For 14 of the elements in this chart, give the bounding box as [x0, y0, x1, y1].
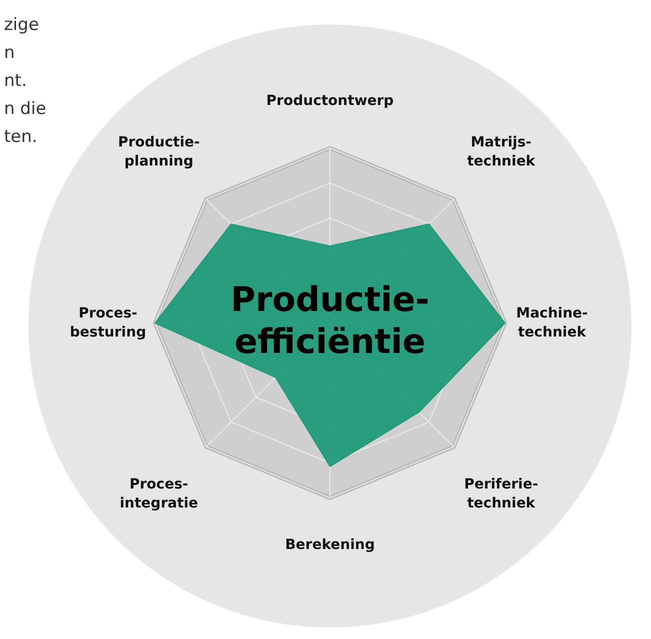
text: n die: [4, 99, 46, 119]
spoke-label: Productontwerp: [266, 92, 394, 109]
spoke-label: Berekening: [285, 536, 375, 553]
spoke-label: Productie- planning: [118, 134, 200, 170]
text: n: [4, 43, 15, 63]
text: Productie- efficiëntie: [230, 280, 430, 362]
spoke-label: Machine- techniek: [516, 305, 588, 340]
spoke-label: Proces- besturing: [70, 305, 146, 340]
spoke-label: Proces- integratie: [120, 476, 198, 512]
spoke-label: Matrijs- techniek: [467, 134, 536, 170]
text: nt.: [4, 71, 27, 91]
text: zige: [4, 15, 39, 35]
text: ten.: [4, 127, 38, 147]
spoke-label: Periferie- techniek: [464, 476, 538, 512]
